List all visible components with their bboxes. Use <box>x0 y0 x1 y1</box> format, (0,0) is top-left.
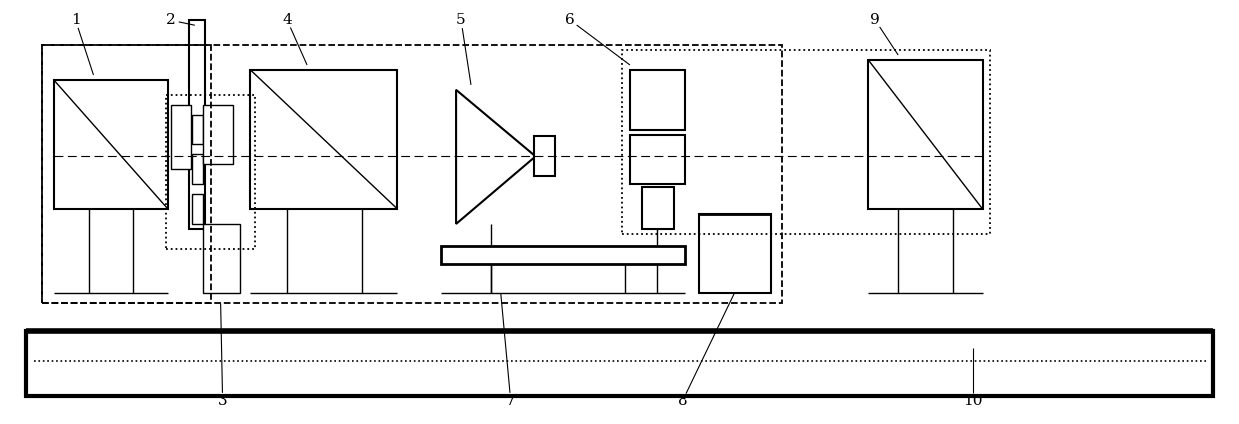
Text: 9: 9 <box>871 13 880 27</box>
Text: 5: 5 <box>456 13 466 27</box>
Text: 7: 7 <box>506 394 515 408</box>
Text: 2: 2 <box>166 13 176 27</box>
Bar <box>192 194 203 224</box>
Bar <box>642 187 674 229</box>
Text: 10: 10 <box>963 394 983 408</box>
Bar <box>166 95 255 249</box>
Text: 3: 3 <box>218 394 228 408</box>
Polygon shape <box>456 90 535 224</box>
Bar <box>42 45 211 304</box>
Bar <box>192 114 203 145</box>
Text: 6: 6 <box>565 13 575 27</box>
Bar <box>869 60 983 209</box>
Bar <box>42 45 782 304</box>
Bar <box>53 80 169 209</box>
Bar <box>171 105 191 169</box>
Bar <box>250 70 398 209</box>
Text: 8: 8 <box>678 394 688 408</box>
Bar <box>534 137 555 176</box>
Bar <box>622 50 990 234</box>
Bar <box>192 154 203 184</box>
Bar <box>629 70 685 130</box>
Bar <box>203 224 240 293</box>
Bar <box>188 20 204 229</box>
Bar <box>26 331 1213 396</box>
Text: 4: 4 <box>282 13 292 27</box>
Bar <box>203 105 233 165</box>
Bar <box>629 134 685 184</box>
Bar <box>441 246 685 264</box>
Text: 1: 1 <box>71 13 81 27</box>
Bar <box>700 214 771 293</box>
